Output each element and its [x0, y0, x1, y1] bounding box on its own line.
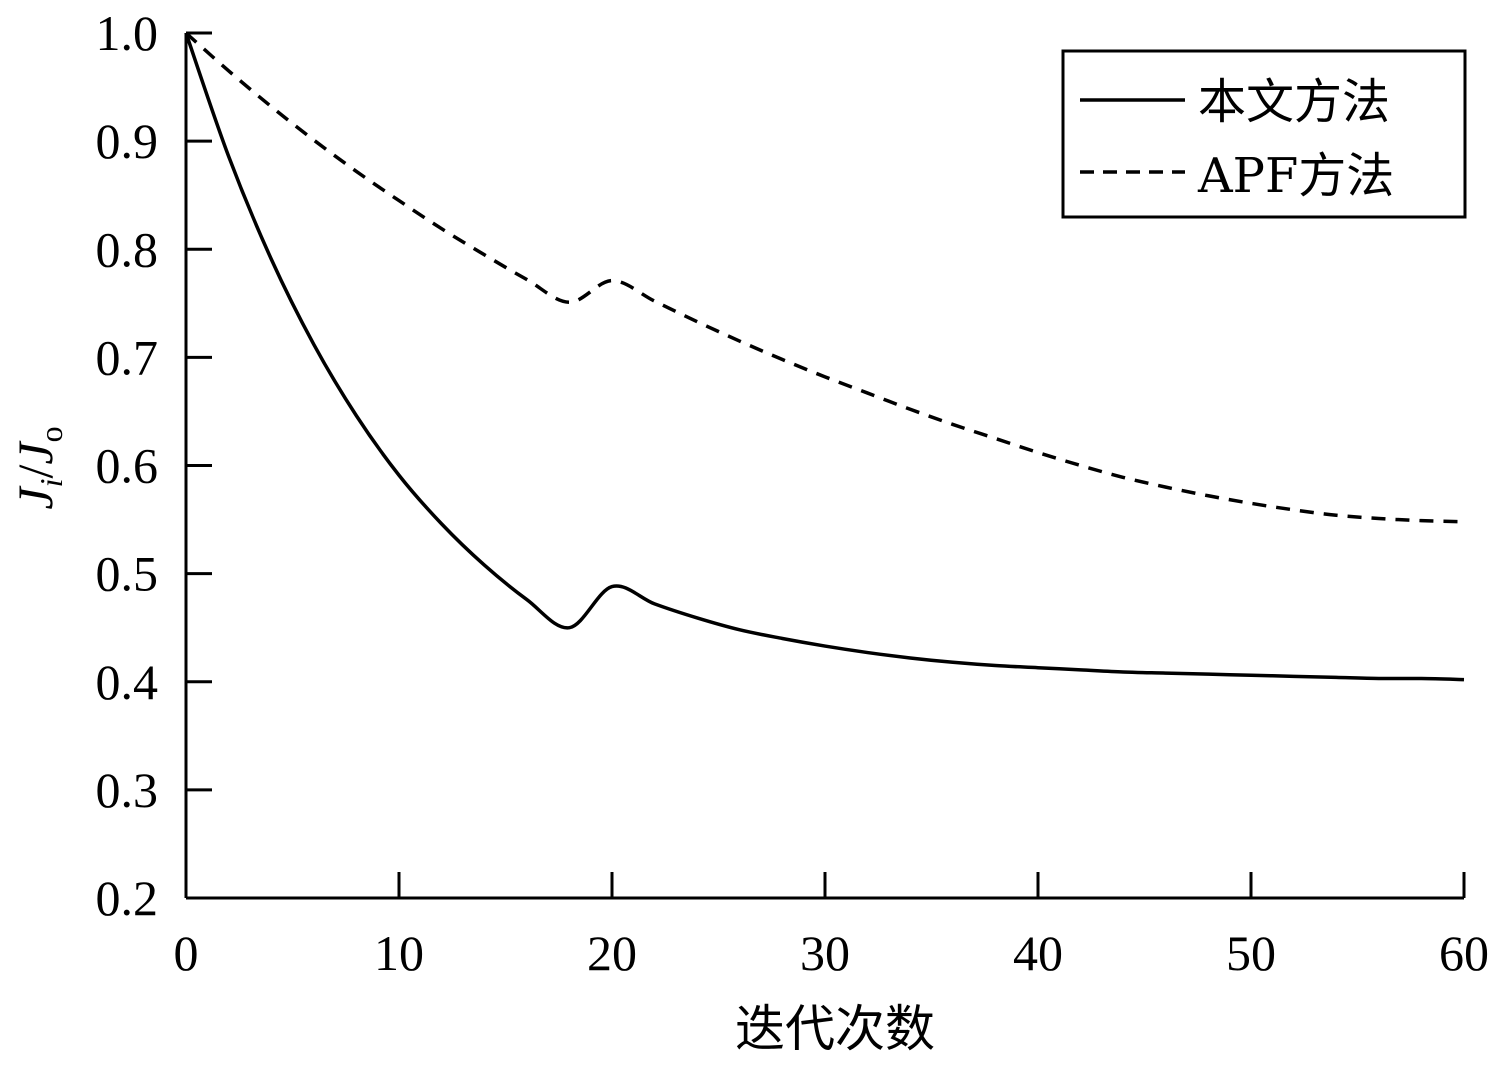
x-tick-label: 0 — [174, 925, 199, 981]
y-tick-label: 0.5 — [96, 546, 159, 602]
y-tick-label: 0.3 — [96, 762, 159, 818]
x-tick-label: 30 — [800, 925, 850, 981]
y-tick-label: 0.2 — [96, 870, 159, 926]
y-tick-label: 0.6 — [96, 438, 159, 494]
x-tick-label: 50 — [1226, 925, 1276, 981]
legend: 本文方法 APF方法 — [1061, 49, 1467, 219]
svg-text:Ji/Jo: Ji/Jo — [7, 426, 69, 509]
x-tick-label: 40 — [1013, 925, 1063, 981]
y-axis-title: Ji/Jo — [7, 426, 69, 509]
legend-label-series-2: APF方法 — [1197, 148, 1394, 204]
legend-box — [1061, 49, 1467, 219]
legend-label-series-1: 本文方法 — [1198, 74, 1390, 130]
y-tick-label: 0.7 — [96, 329, 159, 385]
x-axis-title: 迭代次数 — [735, 1000, 935, 1058]
y-tick-label: 0.8 — [96, 221, 159, 277]
x-tick-label: 60 — [1439, 925, 1489, 981]
x-tick-label: 20 — [587, 925, 637, 981]
y-tick-label: 1.0 — [96, 5, 159, 61]
series-line-2 — [184, 31, 1465, 524]
series-layer — [184, 31, 1465, 682]
ticks: 0 10 20 30 40 50 60 0.2 0.3 0.4 0.5 0.6 0.7 0.8 0.9 1.0 — [96, 5, 1490, 981]
x-tick-label: 10 — [374, 925, 424, 981]
y-tick-label: 0.9 — [96, 113, 159, 169]
y-tick-label: 0.4 — [96, 654, 159, 710]
series-line-1 — [184, 32, 1465, 682]
